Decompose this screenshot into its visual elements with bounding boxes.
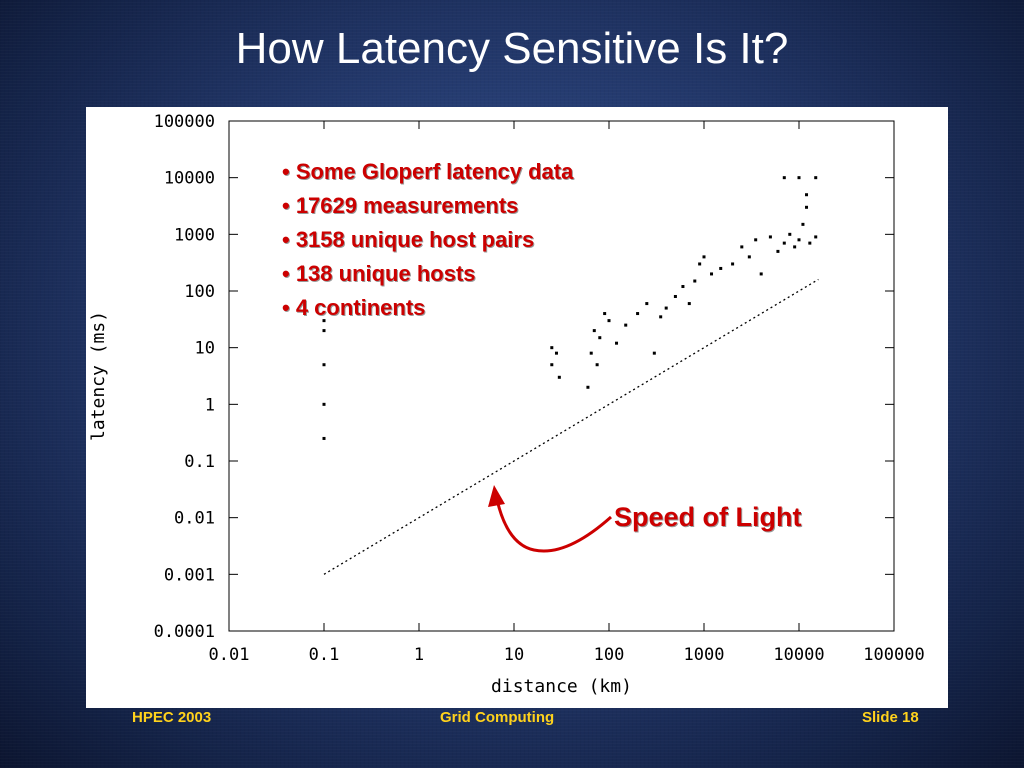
data-point	[801, 222, 805, 226]
x-tick-label: 100	[594, 645, 625, 665]
data-point	[322, 402, 326, 406]
data-point	[808, 241, 812, 245]
data-point	[603, 312, 607, 316]
data-point	[652, 351, 656, 355]
data-point	[759, 272, 763, 276]
data-point	[797, 238, 801, 242]
y-tick-label: 0.001	[164, 565, 215, 585]
data-point	[645, 302, 649, 306]
data-point	[698, 262, 702, 266]
y-tick-label: 10	[195, 339, 215, 359]
data-point	[710, 272, 714, 276]
bullet-list: • Some Gloperf latency data • 17629 meas…	[282, 155, 573, 325]
data-point	[607, 319, 611, 323]
footer-right: Slide 18	[862, 709, 919, 726]
plot-panel: 0.01 0.1 1 10 100 1000 10000 100000 0.0001 0.001 0…	[86, 107, 948, 708]
speed-of-light-line	[323, 278, 819, 575]
slide-title: How Latency Sensitive Is It?	[235, 24, 789, 73]
data-point	[814, 235, 818, 239]
data-point	[592, 329, 596, 333]
data-point	[797, 176, 801, 180]
data-point	[550, 363, 554, 367]
y-tick-label: 0.1	[184, 452, 215, 472]
data-point	[782, 176, 786, 180]
y-tick-label: 0.01	[174, 509, 215, 529]
data-point	[805, 205, 809, 209]
data-point	[322, 319, 326, 323]
data-point	[702, 255, 706, 259]
data-point	[624, 323, 628, 327]
y-tick-label: 0.0001	[154, 622, 215, 642]
data-point	[673, 294, 677, 298]
data-point	[322, 436, 326, 440]
data-point	[586, 385, 590, 389]
scatter-chart: 0.01 0.1 1 10 100 1000 10000 100000 0.0001 0.001 0…	[88, 112, 925, 697]
bullet-item: • 138 unique hosts	[282, 261, 476, 286]
bullet-item: • Some Gloperf latency data	[282, 159, 574, 184]
arrow-head-icon	[488, 485, 505, 507]
data-point	[557, 375, 561, 379]
x-tick-label: 1000	[684, 645, 725, 665]
speed-of-light-label: Speed of Light	[614, 502, 802, 532]
data-point	[740, 245, 744, 249]
data-point	[814, 176, 818, 180]
data-point	[731, 262, 735, 266]
data-point	[598, 336, 602, 340]
data-point	[322, 363, 326, 367]
y-tick-label: 1	[205, 395, 215, 415]
x-tick-label: 0.01	[209, 645, 250, 665]
x-tick-label: 100000	[863, 645, 924, 665]
data-point	[636, 312, 640, 316]
plot-frame	[228, 120, 895, 632]
y-tick-label: 100000	[154, 112, 215, 132]
y-tick-label: 100	[184, 282, 215, 302]
footer-left: HPEC 2003	[132, 709, 212, 726]
bullet-item: • 4 continents	[282, 295, 426, 320]
data-point	[664, 306, 668, 310]
bullet-item: • 3158 unique host pairs	[282, 227, 535, 252]
data-point	[595, 363, 599, 367]
y-axis-label: latency (ms)	[88, 311, 109, 441]
data-point	[719, 266, 723, 270]
data-point	[788, 232, 792, 236]
x-tick-label: 10	[504, 645, 524, 665]
data-point	[589, 351, 593, 355]
data-point	[793, 245, 797, 249]
data-point	[550, 346, 554, 350]
x-tick-label: 10000	[773, 645, 824, 665]
data-point	[554, 351, 558, 355]
data-point	[747, 255, 751, 259]
data-point	[693, 279, 697, 283]
x-axis-label: distance (km)	[491, 676, 632, 697]
bullet-item: • 17629 measurements	[282, 193, 519, 218]
footer-center: Grid Computing	[440, 709, 555, 726]
data-point	[322, 329, 326, 333]
y-tick-label: 10000	[164, 169, 215, 189]
data-point	[768, 235, 772, 239]
data-point	[776, 249, 780, 253]
data-point	[805, 193, 809, 197]
data-point	[615, 341, 619, 345]
x-tick-label: 0.1	[309, 645, 340, 665]
data-point	[754, 238, 758, 242]
data-point	[681, 285, 685, 289]
data-point	[687, 302, 691, 306]
x-tick-label: 1	[414, 645, 424, 665]
annotation-arrow	[494, 494, 612, 553]
y-tick-label: 1000	[174, 225, 215, 245]
data-point	[659, 315, 663, 319]
data-point	[782, 241, 786, 245]
